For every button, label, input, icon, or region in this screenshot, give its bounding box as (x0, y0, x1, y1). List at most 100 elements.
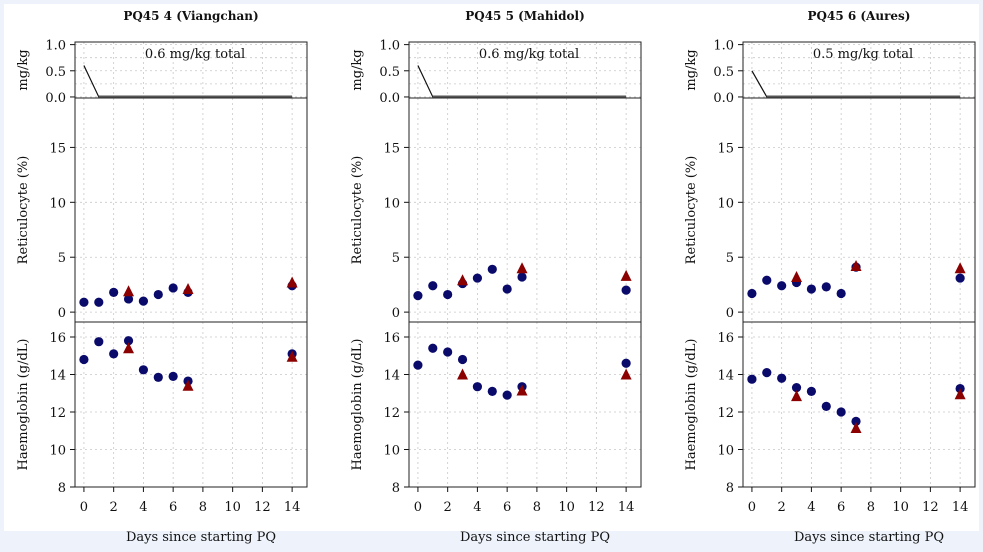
data-point-circle (836, 407, 846, 417)
y-tick-label: 15 (49, 141, 66, 156)
data-point-triangle (516, 384, 528, 396)
data-point-circle (487, 386, 497, 396)
panel-3: PQ45 6 (Aures) 0.0 0.5 1.0 mg/kg 0.5 mg/kg to… (684, 9, 976, 545)
x-tick-label: 4 (473, 500, 481, 515)
x-tick-label: 10 (892, 500, 909, 515)
dose-subplot: 0.0 0.5 1.0 mg/kg 0.5 mg/kg total (684, 39, 976, 106)
y-tick-label: 12 (49, 406, 66, 421)
haemoglobin-y-axis-label: Haemoglobin (g/dL) (684, 338, 699, 470)
y-tick-label: 14 (717, 369, 734, 384)
y-tick-label: 8 (392, 481, 400, 496)
reticulocyte-y-axis-label: Reticulocyte (%) (350, 156, 365, 265)
y-tick-label: 0.5 (713, 65, 734, 80)
data-point-circle (836, 288, 846, 299)
data-point-circle (502, 390, 512, 400)
data-point-triangle (620, 368, 632, 380)
x-tick-label: 14 (952, 500, 969, 515)
y-tick-label: 5 (392, 251, 400, 266)
data-point-triangle (954, 262, 966, 274)
data-point-circle (762, 368, 772, 378)
data-point-circle (747, 374, 757, 384)
x-tick-label: 0 (414, 500, 422, 515)
y-tick-label: 15 (717, 141, 734, 156)
data-point-circle (443, 289, 453, 300)
data-point-triangle (954, 388, 966, 400)
data-point-triangle (791, 270, 803, 282)
data-point-circle (123, 294, 134, 304)
x-axis-label: Days since starting PQ (126, 530, 276, 545)
data-point-circle (517, 272, 527, 282)
x-tick-label: 2 (444, 500, 452, 515)
x-tick-label: 12 (588, 500, 605, 515)
x-tick-label: 12 (254, 500, 271, 515)
data-point-triangle (850, 421, 862, 433)
data-point-circle (168, 371, 178, 381)
panel-1: PQ45 4 (Viangchan) 0.0 0.5 1.0 mg/kg 0.6 mg/k… (16, 9, 308, 545)
data-point-circle (621, 358, 631, 368)
data-point-triangle (123, 342, 135, 354)
data-point-circle (94, 297, 104, 307)
data-point-circle (109, 349, 119, 359)
data-point-triangle (457, 368, 469, 380)
haemoglobin-y-axis-label: Haemoglobin (g/dL) (350, 338, 365, 470)
data-point-circle (487, 264, 497, 274)
data-point-circle (79, 297, 89, 307)
data-point-circle (153, 289, 163, 300)
data-point-circle (168, 283, 178, 293)
y-tick-label: 0.0 (45, 91, 66, 106)
data-point-circle (457, 354, 468, 365)
dose-y-axis-label: mg/kg (350, 49, 365, 90)
reticulocyte-subplot: 0 5 10 15 Reticulocyte (%) (350, 97, 642, 323)
data-point-circle (428, 281, 438, 291)
data-point-circle (821, 401, 831, 411)
data-point-circle (413, 360, 423, 370)
data-point-circle (123, 336, 134, 346)
data-point-triangle (620, 269, 632, 281)
data-point-circle (472, 382, 483, 392)
haemoglobin-subplot: 8 10 12 14 16 Haemoglobin (g/dL) (16, 321, 308, 496)
x-tick-label: 8 (533, 500, 541, 515)
haemoglobin-axes-box (408, 321, 642, 488)
dose-subplot: 0.0 0.5 1.0 mg/kg 0.6 mg/kg total (16, 39, 308, 106)
y-tick-label: 14 (383, 369, 400, 384)
x-tick-label: 0 (748, 500, 756, 515)
dose-y-axis-label: mg/kg (684, 49, 699, 90)
panel-2: PQ45 5 (Mahidol) 0.0 0.5 1.0 mg/kg 0.6 mg/kg … (350, 9, 642, 545)
y-tick-label: 0 (392, 306, 400, 321)
y-tick-label: 16 (383, 331, 400, 346)
x-tick-label: 12 (922, 500, 939, 515)
x-tick-label: 2 (778, 500, 786, 515)
x-axis-label: Days since starting PQ (794, 530, 944, 545)
haemoglobin-subplot: 8 10 12 14 16 Haemoglobin (g/dL) (684, 321, 976, 496)
panel-title: PQ45 4 (Viangchan) (123, 9, 258, 23)
haemoglobin-axes-box (74, 321, 308, 488)
data-point-circle (138, 296, 149, 306)
x-tick-label: 8 (867, 500, 875, 515)
y-tick-label: 10 (383, 196, 400, 211)
y-tick-label: 10 (717, 444, 734, 459)
x-tick-label: 14 (284, 500, 301, 515)
haemoglobin-subplot: 8 10 12 14 16 Haemoglobin (g/dL) (350, 321, 642, 496)
y-tick-label: 10 (49, 196, 66, 211)
x-tick-label: 4 (807, 500, 815, 515)
data-point-circle (443, 347, 453, 357)
x-tick-label: 6 (169, 500, 177, 515)
data-point-triangle (457, 274, 469, 286)
data-point-circle (821, 282, 831, 292)
y-tick-label: 10 (383, 444, 400, 459)
y-tick-label: 1.0 (45, 39, 66, 54)
y-tick-label: 0.0 (713, 91, 734, 106)
y-tick-label: 0.5 (45, 65, 66, 80)
x-tick-label: 6 (837, 500, 845, 515)
y-tick-label: 10 (717, 196, 734, 211)
data-point-circle (621, 285, 631, 295)
data-point-circle (762, 275, 772, 285)
reticulocyte-subplot: 0 5 10 15 Reticulocyte (%) (16, 97, 308, 323)
data-point-triangle (182, 283, 194, 295)
data-point-circle (138, 365, 149, 375)
y-tick-label: 16 (717, 331, 734, 346)
y-tick-label: 5 (726, 251, 734, 266)
dose-y-axis-label: mg/kg (16, 49, 31, 90)
